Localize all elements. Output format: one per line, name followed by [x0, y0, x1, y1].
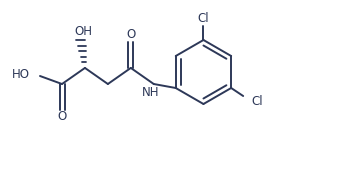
- Text: Cl: Cl: [198, 12, 209, 26]
- Text: OH: OH: [74, 26, 92, 38]
- Text: HO: HO: [12, 68, 30, 80]
- Text: Cl: Cl: [251, 95, 263, 108]
- Text: O: O: [57, 111, 67, 124]
- Text: NH: NH: [142, 86, 159, 99]
- Text: O: O: [126, 29, 135, 41]
